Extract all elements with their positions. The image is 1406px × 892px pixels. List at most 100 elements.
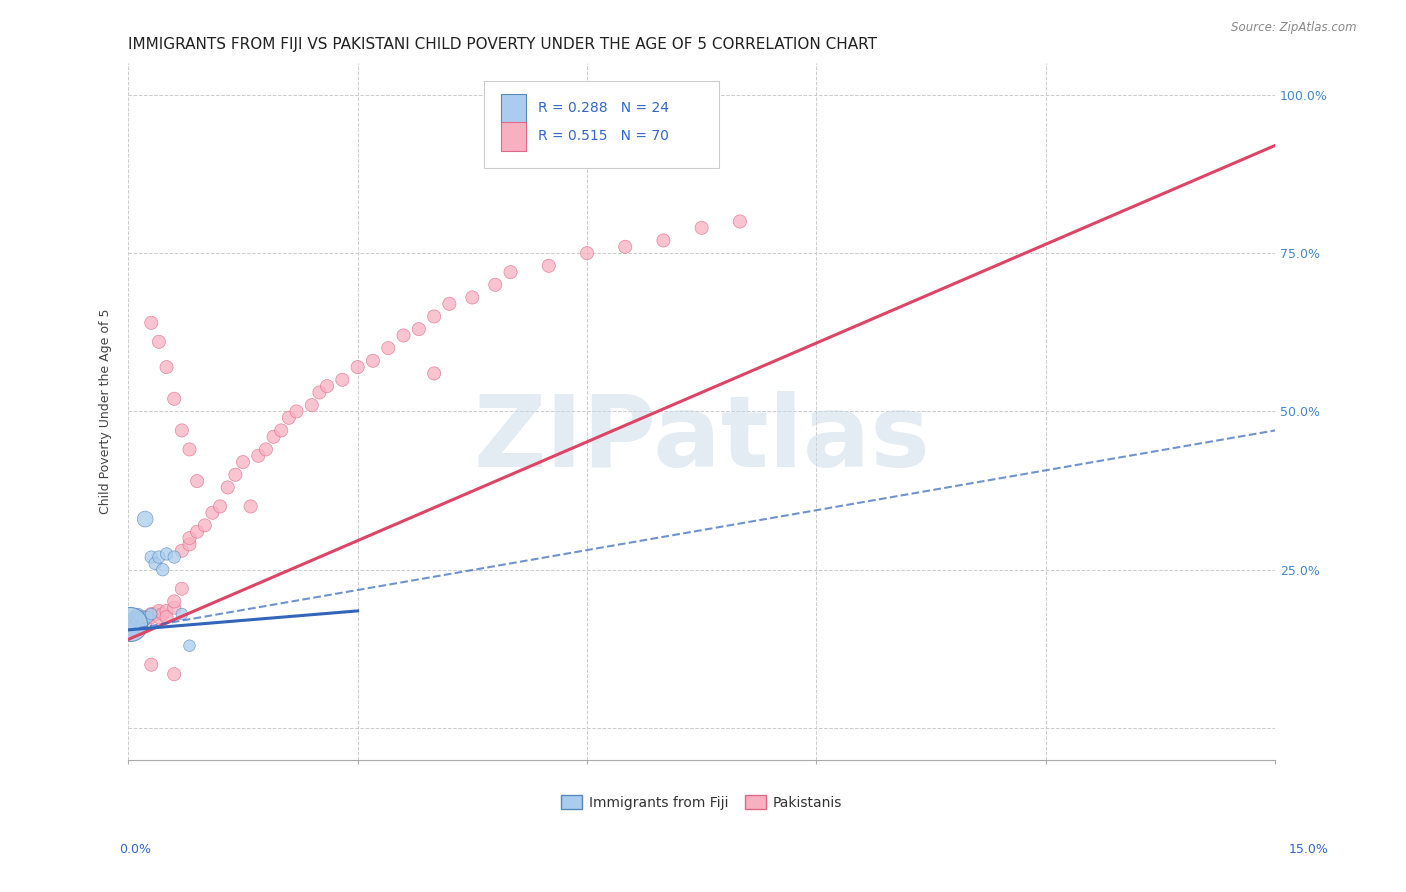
- Point: [277, 410, 299, 425]
- Point: [125, 616, 148, 631]
- Point: [155, 610, 177, 624]
- Text: R = 0.515   N = 70: R = 0.515 N = 70: [537, 129, 669, 144]
- Point: [141, 657, 163, 672]
- Point: [728, 214, 751, 228]
- Point: [141, 550, 163, 565]
- Text: ZIPatlas: ZIPatlas: [474, 391, 931, 488]
- Point: [186, 524, 208, 539]
- FancyBboxPatch shape: [501, 121, 526, 151]
- Point: [128, 620, 150, 634]
- Point: [155, 547, 177, 561]
- Point: [332, 373, 354, 387]
- Point: [575, 246, 598, 260]
- Point: [132, 610, 155, 624]
- Point: [217, 480, 239, 494]
- Point: [132, 614, 155, 628]
- Point: [143, 557, 166, 571]
- Point: [201, 506, 224, 520]
- Point: [179, 639, 201, 653]
- Point: [170, 607, 193, 621]
- Point: [125, 610, 148, 624]
- Point: [163, 594, 186, 608]
- Point: [163, 392, 186, 406]
- Point: [186, 474, 208, 488]
- Point: [263, 430, 285, 444]
- Point: [128, 616, 150, 631]
- Point: [499, 265, 522, 279]
- Point: [148, 604, 170, 618]
- Point: [170, 543, 193, 558]
- Point: [247, 449, 270, 463]
- Y-axis label: Child Poverty Under the Age of 5: Child Poverty Under the Age of 5: [100, 309, 112, 514]
- Point: [461, 290, 484, 304]
- Point: [134, 512, 156, 526]
- Point: [120, 620, 142, 634]
- Point: [254, 442, 277, 457]
- Point: [308, 385, 330, 400]
- FancyBboxPatch shape: [484, 80, 718, 168]
- Point: [128, 610, 150, 624]
- Point: [163, 600, 186, 615]
- Point: [346, 360, 368, 375]
- Point: [127, 607, 149, 621]
- Point: [316, 379, 339, 393]
- Point: [136, 610, 159, 624]
- Point: [179, 531, 201, 545]
- Text: Source: ZipAtlas.com: Source: ZipAtlas.com: [1232, 21, 1357, 34]
- Point: [301, 398, 323, 412]
- Point: [423, 310, 446, 324]
- Point: [652, 234, 675, 248]
- Point: [224, 467, 246, 482]
- Legend: Immigrants from Fiji, Pakistanis: Immigrants from Fiji, Pakistanis: [555, 790, 848, 815]
- Point: [484, 277, 506, 292]
- Point: [121, 623, 143, 637]
- Point: [141, 316, 163, 330]
- Point: [132, 610, 155, 624]
- Text: 15.0%: 15.0%: [1289, 843, 1329, 856]
- Point: [209, 500, 232, 514]
- Point: [408, 322, 430, 336]
- Point: [155, 604, 177, 618]
- Point: [423, 367, 446, 381]
- Point: [141, 607, 163, 621]
- Point: [285, 404, 308, 418]
- Point: [361, 353, 384, 368]
- Point: [141, 607, 163, 621]
- Point: [134, 616, 156, 631]
- Point: [155, 360, 177, 375]
- Point: [118, 616, 141, 631]
- Point: [136, 610, 159, 624]
- Point: [170, 424, 193, 438]
- Point: [270, 424, 292, 438]
- Text: IMMIGRANTS FROM FIJI VS PAKISTANI CHILD POVERTY UNDER THE AGE OF 5 CORRELATION C: IMMIGRANTS FROM FIJI VS PAKISTANI CHILD …: [128, 37, 877, 53]
- Point: [537, 259, 560, 273]
- Point: [163, 550, 186, 565]
- Point: [122, 620, 145, 634]
- Point: [148, 610, 170, 624]
- Point: [128, 610, 150, 624]
- Point: [121, 623, 143, 637]
- Point: [377, 341, 399, 355]
- Point: [614, 240, 637, 254]
- Point: [439, 297, 461, 311]
- Point: [127, 614, 149, 628]
- Point: [143, 607, 166, 621]
- Point: [152, 607, 174, 621]
- Point: [392, 328, 415, 343]
- Point: [124, 610, 146, 624]
- Point: [141, 610, 163, 624]
- Text: R = 0.288   N = 24: R = 0.288 N = 24: [537, 102, 669, 115]
- Point: [125, 610, 148, 624]
- Point: [690, 220, 713, 235]
- Point: [132, 614, 155, 628]
- Point: [148, 550, 170, 565]
- Point: [131, 616, 153, 631]
- Point: [194, 518, 217, 533]
- Point: [125, 616, 148, 631]
- Point: [179, 537, 201, 551]
- Point: [120, 614, 142, 628]
- Point: [163, 667, 186, 681]
- Point: [152, 563, 174, 577]
- Point: [239, 500, 262, 514]
- Point: [122, 616, 145, 631]
